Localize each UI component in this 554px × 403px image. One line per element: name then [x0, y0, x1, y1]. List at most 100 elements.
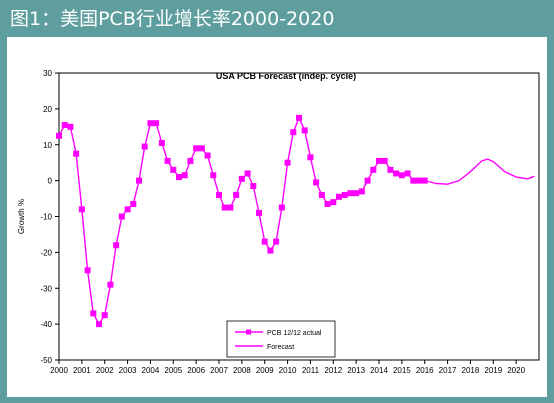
x-tick-label: 2012 [324, 366, 342, 375]
actual-data-point [176, 174, 182, 181]
growth-line-chart: USA PCB Forecast (indep. cycle) 3020100-… [17, 69, 540, 375]
actual-data-point [370, 166, 377, 173]
actual-data-point [398, 172, 405, 179]
x-tick-label: 2016 [416, 366, 434, 375]
actual-data-point [73, 150, 80, 157]
actual-data-point [193, 145, 200, 152]
x-tick-label: 2000 [50, 366, 68, 375]
x-tick-label: 2002 [96, 366, 114, 375]
actual-data-point [244, 170, 251, 177]
actual-data-point [78, 206, 85, 213]
actual-data-point [113, 242, 120, 249]
x-tick-label: 2009 [256, 366, 274, 375]
actual-data-point [358, 188, 365, 195]
chart-panel: USA PCB Forecast (indep. cycle) 30 20 10 0-… [7, 37, 547, 397]
legend-box [226, 320, 336, 358]
chart-series [56, 114, 535, 328]
actual-data-point [347, 190, 354, 197]
figure-caption: 图1：美国PCB行业增长率2000-2020 [10, 8, 335, 30]
x-tick-label: 2004 [142, 366, 160, 375]
legend-swatch-marker [246, 329, 251, 335]
actual-data-point [107, 281, 114, 288]
actual-data-point [278, 204, 285, 211]
y-tick-label: -20 [40, 248, 52, 257]
y-tick-label: 20 [43, 105, 52, 114]
actual-data-point [227, 204, 234, 211]
actual-data-point [204, 152, 211, 159]
x-tick-label: 2010 [279, 366, 297, 375]
actual-data-point [153, 120, 160, 127]
actual-data-point [96, 321, 102, 328]
actual-data-point [336, 193, 342, 200]
y-tick-label: -50 [40, 356, 52, 365]
x-tick-label: 2008 [233, 366, 251, 375]
actual-data-point [250, 183, 257, 190]
actual-data-point [158, 139, 165, 146]
actual-data-point [318, 191, 325, 198]
actual-data-point [284, 159, 291, 166]
actual-data-point [181, 172, 188, 179]
actual-data-point [393, 170, 400, 177]
actual-data-point [118, 213, 125, 220]
actual-data-point [296, 114, 302, 121]
actual-data-point [404, 170, 411, 177]
actual-data-point [101, 312, 108, 319]
actual-data-point [221, 204, 228, 211]
actual-data-point [210, 172, 217, 179]
actual-data-point [301, 127, 308, 134]
legend-entry-label: PCB 12/12 actual [267, 330, 322, 337]
actual-data-point [61, 122, 68, 129]
x-tick-label: 2014 [370, 366, 388, 375]
actual-data-point [130, 200, 137, 207]
actual-data-point [267, 247, 274, 254]
actual-data-point [136, 177, 142, 184]
actual-series-line [58, 117, 425, 325]
chart-legend: PCB 12/12 actual Forecast [226, 320, 336, 358]
x-tick-label: 2013 [347, 366, 365, 375]
actual-data-point [170, 166, 177, 173]
y-tick-label: -30 [40, 284, 52, 293]
actual-data-point [410, 177, 417, 184]
x-tick-label: 2015 [393, 366, 411, 375]
x-tick-label: 2001 [73, 366, 91, 375]
x-tick-label: 2011 [302, 366, 320, 375]
actual-data-point [330, 199, 337, 206]
actual-data-point [233, 191, 240, 198]
actual-data-point [164, 157, 171, 164]
y-tick-label: 0 [48, 177, 53, 186]
actual-data-point [290, 129, 297, 136]
chart-title: USA PCB Forecast (indep. cycle) [216, 71, 356, 81]
actual-data-point [198, 145, 205, 152]
forecast-series-line [424, 158, 535, 185]
x-tick-label: 2007 [210, 366, 228, 375]
actual-data-point [353, 190, 360, 197]
actual-data-point [84, 267, 91, 274]
actual-data-point [364, 177, 371, 184]
x-tick-label: 2003 [119, 366, 137, 375]
actual-data-point [381, 157, 388, 164]
actual-data-point [341, 191, 348, 198]
legend-entry-label: Forecast [267, 344, 294, 351]
y-tick-label: 10 [43, 141, 52, 150]
actual-data-point [90, 310, 97, 317]
x-tick-label: 2020 [507, 366, 525, 375]
actual-data-point [124, 206, 131, 213]
actual-data-point [56, 132, 62, 139]
x-tick-label: 2019 [484, 366, 502, 375]
y-axis-label: Growth % [17, 199, 26, 234]
x-tick-label: 2005 [164, 366, 182, 375]
actual-data-point [416, 177, 422, 184]
actual-data-point [187, 157, 194, 164]
actual-data-point [313, 179, 320, 186]
actual-data-point [324, 200, 331, 207]
actual-data-point [141, 143, 148, 150]
x-tick-label: 2017 [439, 366, 457, 375]
actual-data-point [216, 191, 222, 198]
actual-data-point [273, 238, 280, 245]
x-tick-label: 2006 [187, 366, 205, 375]
x-tick-label: 2018 [462, 366, 480, 375]
y-tick-label: 30 [43, 69, 52, 78]
actual-data-point [387, 166, 394, 173]
actual-data-point [67, 123, 74, 130]
